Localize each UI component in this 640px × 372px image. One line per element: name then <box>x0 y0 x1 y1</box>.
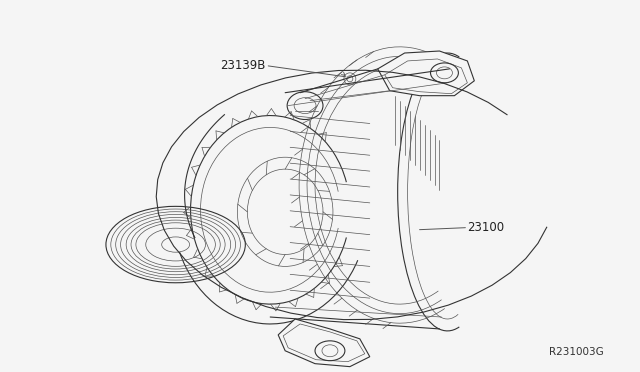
Polygon shape <box>378 51 474 96</box>
Text: R231003G: R231003G <box>549 347 604 357</box>
Text: 23100: 23100 <box>467 221 504 234</box>
Text: 23139B: 23139B <box>220 60 266 73</box>
Polygon shape <box>278 319 370 367</box>
